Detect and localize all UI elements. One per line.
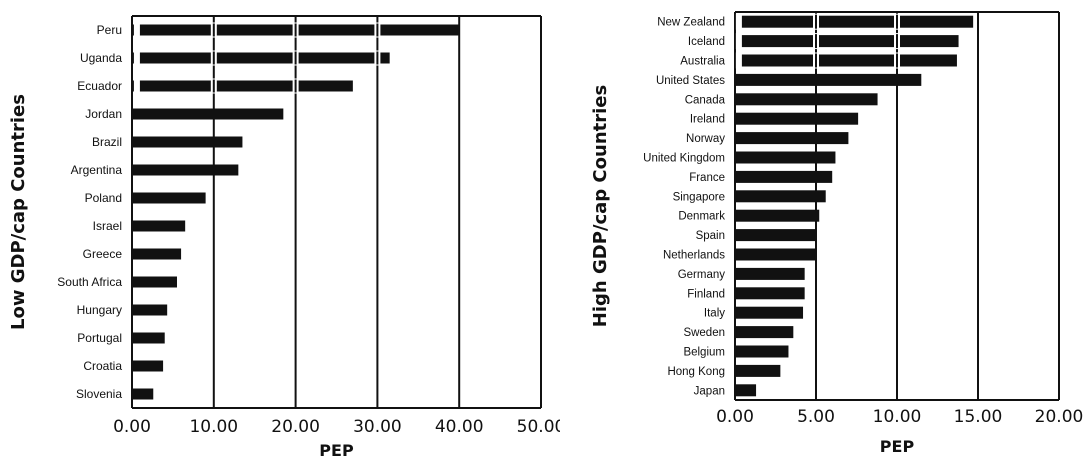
x-tick-label: 0.00: [716, 407, 754, 427]
category-label: Finland: [687, 288, 725, 300]
category-label: Greece: [83, 247, 123, 261]
category-label: Belgium: [683, 347, 725, 359]
x-tick-label: 10.00: [873, 407, 922, 427]
axis-break-gap: [735, 13, 742, 30]
axis-break-gap: [735, 52, 742, 69]
category-label: Brazil: [92, 135, 122, 149]
x-tick-label: 5.00: [797, 407, 835, 427]
category-label: Uganda: [80, 51, 122, 65]
bar: [735, 287, 805, 300]
low-gdp-bar-chart: 0.00 10.00 20.00 30.00 40.00 50.00 Peru Uganda E…: [8, 15, 560, 460]
category-label: Germany: [678, 269, 726, 281]
bar: [735, 93, 878, 106]
category-label: United States: [656, 75, 725, 87]
bar: [735, 248, 816, 261]
bar: [132, 360, 164, 372]
x-axis-title: PEP: [319, 441, 354, 460]
bar: [735, 306, 804, 319]
category-label: Italy: [704, 308, 725, 320]
axis-break-gap: [735, 33, 742, 50]
bar: [735, 345, 789, 358]
category-label: Hungary: [77, 303, 122, 317]
bar: [735, 73, 922, 86]
x-tick-label: 15.00: [954, 407, 1003, 427]
bar: [735, 35, 959, 48]
axis-break-gap: [133, 78, 140, 94]
bar: [132, 80, 353, 92]
bar: [735, 229, 816, 242]
category-label: Poland: [85, 191, 122, 205]
category-label: France: [689, 172, 725, 184]
x-tick-label: 30.00: [353, 417, 402, 437]
category-label: Netherlands: [663, 250, 725, 262]
bar: [132, 332, 165, 344]
bar: [735, 267, 805, 280]
bar: [132, 248, 182, 260]
category-label: Japan: [694, 385, 725, 397]
category-label: South Africa: [57, 275, 122, 289]
axis-break-gap: [133, 22, 140, 38]
category-label: New Zealand: [657, 17, 725, 29]
bar: [132, 276, 177, 288]
bar: [132, 136, 243, 148]
category-label: Norway: [686, 133, 725, 145]
category-label: Canada: [685, 94, 726, 106]
category-label: Australia: [680, 56, 725, 68]
category-label: Sweden: [683, 327, 725, 339]
category-label: Ecuador: [77, 79, 122, 93]
bar: [735, 151, 836, 164]
x-tick-label: 10.00: [189, 417, 238, 437]
bar: [735, 112, 859, 125]
bar: [132, 192, 206, 204]
category-label: Slovenia: [76, 387, 122, 401]
x-tick-label: 40.00: [435, 417, 484, 437]
category-label: Croatia: [83, 359, 122, 373]
x-tick-label: 50.00: [517, 417, 560, 437]
y-axis-title: High GDP/cap Countries: [590, 85, 611, 327]
bar: [132, 108, 284, 120]
y-axis-title: Low GDP/cap Countries: [8, 94, 29, 330]
x-tick-label: 20.00: [1035, 407, 1084, 427]
bar: [132, 220, 186, 232]
category-label: Spain: [696, 230, 725, 242]
bar: [735, 15, 974, 28]
category-label: United Kingdom: [643, 153, 725, 165]
category-label: Denmark: [678, 211, 725, 223]
bar: [132, 164, 239, 176]
category-label: Argentina: [71, 163, 123, 177]
bar: [735, 364, 781, 377]
bar: [735, 132, 849, 145]
bar: [735, 54, 957, 67]
bar: [132, 52, 390, 64]
category-label: Portugal: [77, 331, 122, 345]
bar: [132, 304, 168, 316]
bar: [735, 209, 820, 222]
bar: [735, 170, 833, 183]
bar: [735, 384, 757, 397]
category-label: Hong Kong: [667, 366, 725, 378]
category-label: Peru: [97, 23, 122, 37]
category-label: Jordan: [85, 107, 122, 121]
x-tick-label: 20.00: [271, 417, 320, 437]
bar: [735, 326, 794, 339]
bar: [132, 388, 154, 400]
bar: [735, 190, 826, 203]
x-tick-label: 0.00: [113, 417, 151, 437]
category-label: Iceland: [688, 36, 725, 48]
axis-break-gap: [133, 50, 140, 66]
x-axis-title: PEP: [880, 437, 915, 456]
category-label: Ireland: [690, 114, 725, 126]
category-label: Singapore: [673, 191, 725, 203]
category-label: Israel: [93, 219, 122, 233]
high-gdp-bar-chart: 0.00 5.00 10.00 15.00 20.00 New Zealand Icelan…: [590, 11, 1084, 456]
